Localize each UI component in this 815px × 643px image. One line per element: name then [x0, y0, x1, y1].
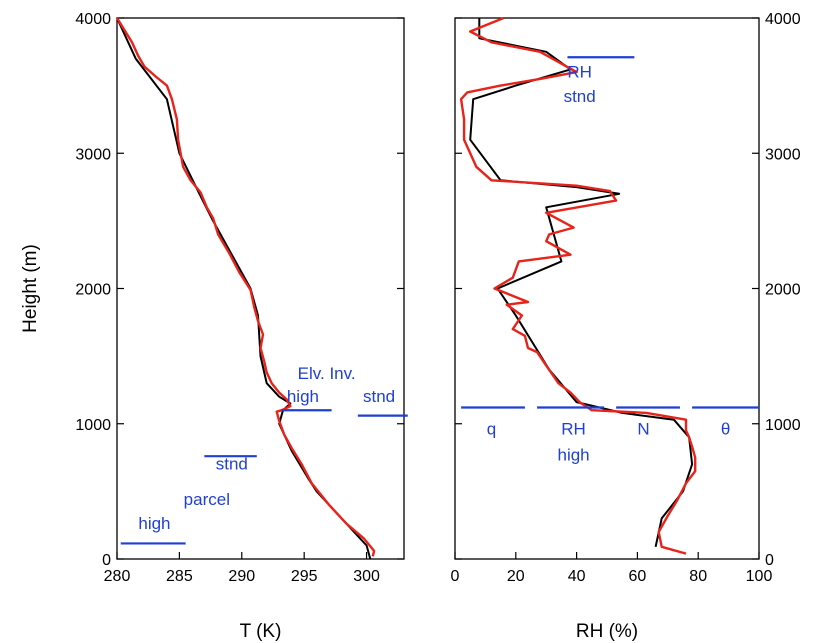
rh-annotation-label: q: [487, 420, 496, 439]
temp-x-tick-label: 285: [166, 568, 193, 585]
temp-x-axis-title: T (K): [240, 621, 282, 642]
rh-annotation-label: stnd: [564, 87, 596, 106]
temp-x-tick-label: 290: [228, 568, 255, 585]
rh-x-tick-label: 80: [689, 568, 707, 585]
rh-y-tick-label: 1000: [765, 417, 801, 434]
temp-y-tick-label: 4000: [75, 11, 111, 28]
temp-black-profile-line: [116, 17, 372, 560]
rh-annotation-label: N: [637, 420, 649, 439]
rh-annotation-label: RH: [561, 420, 586, 439]
temp-y-axis-title: Height (m): [20, 244, 41, 333]
temp-plot-frame: [116, 17, 405, 560]
rh-y-tick-label: 0: [765, 552, 774, 569]
rh-x-tick-label: 20: [507, 568, 525, 585]
temp-annotation-label: Elv. Inv.: [298, 364, 356, 383]
rh-annotation-label: θ: [721, 420, 730, 439]
temp-x-tick-label: 295: [291, 568, 318, 585]
temp-annotation-label: high: [138, 514, 170, 533]
rh-y-tick-label: 4000: [765, 11, 801, 28]
temp-y-tick-label: 1000: [75, 417, 111, 434]
rh-annotation-label: high: [557, 445, 589, 464]
temp-red-profile-line: [115, 17, 376, 557]
temp-y-tick-label: 2000: [75, 282, 111, 299]
rh-x-tick-label: 0: [451, 568, 460, 585]
temp-annotation-label: stnd: [363, 387, 395, 406]
temp-annotation-label: stnd: [216, 455, 248, 474]
rh-x-tick-label: 100: [746, 568, 773, 585]
rh-x-tick-label: 60: [629, 568, 647, 585]
temp-y-tick-label: 0: [102, 552, 111, 569]
rh-red-profile-line: [459, 16, 697, 555]
rh-x-tick-label: 40: [568, 568, 586, 585]
rh-y-tick-label: 2000: [765, 282, 801, 299]
temp-x-tick-label: 280: [104, 568, 131, 585]
rh-plot-frame: [454, 17, 760, 560]
temp-y-tick-label: 3000: [75, 146, 111, 163]
temp-annotation-label: high: [287, 387, 319, 406]
rh-annotation-label: RH: [567, 63, 592, 82]
rh-y-tick-label: 3000: [765, 146, 801, 163]
temp-x-tick-label: 300: [353, 568, 380, 585]
temp-annotation-label: parcel: [184, 490, 230, 509]
rh-x-axis-title: RH (%): [576, 621, 638, 642]
